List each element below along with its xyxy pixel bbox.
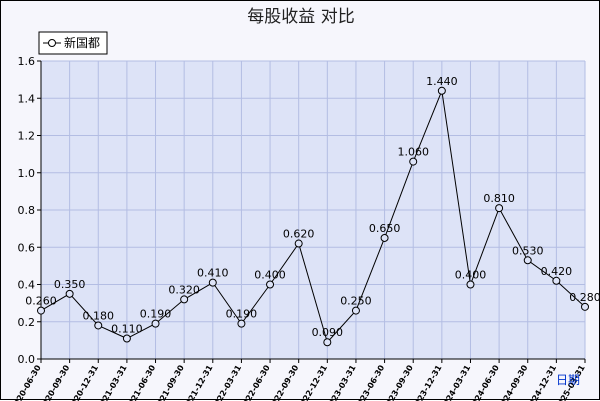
data-label: 0.090 — [312, 326, 344, 339]
data-point — [323, 338, 332, 347]
x-tick-label: 2023-09-30 — [382, 363, 416, 401]
data-label: 0.320 — [168, 283, 200, 296]
x-tick-label: 2023-06-30 — [353, 363, 387, 401]
data-point — [37, 306, 45, 315]
data-label: 1.440 — [426, 75, 458, 88]
x-tick-label: 2024-09-30 — [496, 363, 530, 401]
data-point — [122, 334, 131, 343]
x-tick-label: 2022-03-31 — [210, 363, 244, 401]
data-label: 0.250 — [340, 295, 372, 308]
y-tick-label: 1.0 — [18, 167, 36, 180]
data-label: 0.260 — [25, 295, 57, 308]
data-point — [380, 233, 389, 242]
x-tick-label: 2021-03-31 — [95, 363, 129, 401]
x-tick-label: 2020-12-31 — [67, 363, 101, 401]
chart-title: 每股收益 对比 — [247, 7, 354, 27]
data-point — [409, 157, 418, 166]
data-point — [180, 295, 189, 304]
data-label: 0.410 — [197, 267, 229, 280]
data-label: 0.180 — [83, 309, 115, 322]
data-point — [65, 289, 74, 298]
x-tick-label: 2024-03-31 — [439, 363, 473, 401]
x-tick-label: 2022-12-31 — [296, 363, 330, 401]
y-tick-label: 1.6 — [18, 55, 36, 68]
data-point — [351, 306, 360, 315]
x-tick-label: 2020-09-30 — [38, 363, 72, 401]
y-tick-label: 1.2 — [18, 130, 36, 143]
y-tick-label: 0.8 — [18, 204, 36, 217]
data-point — [523, 256, 532, 265]
y-tick-label: 1.4 — [18, 92, 36, 105]
data-point — [237, 319, 246, 328]
data-label: 0.400 — [254, 269, 286, 282]
data-point — [94, 321, 103, 330]
data-label: 0.420 — [541, 265, 573, 278]
x-tick-label: 2023-12-31 — [410, 363, 444, 401]
data-point — [294, 239, 303, 248]
data-label: 1.060 — [397, 146, 429, 159]
data-point — [495, 204, 504, 213]
data-label: 0.190 — [226, 308, 258, 321]
data-label: 0.190 — [140, 308, 172, 321]
x-tick-label: 2021-06-30 — [124, 363, 158, 401]
data-point — [552, 276, 561, 285]
data-label: 0.110 — [111, 323, 143, 336]
x-tick-label: 2021-12-31 — [181, 363, 215, 401]
x-tick-label: 2023-03-31 — [324, 363, 358, 401]
y-tick-label: 0.2 — [18, 316, 36, 329]
legend-box — [38, 31, 108, 55]
y-tick-label: 0.4 — [18, 279, 36, 292]
data-point — [151, 319, 160, 328]
x-tick-label: 2024-06-30 — [467, 363, 501, 401]
data-label: 0.280 — [569, 291, 600, 304]
data-point — [581, 302, 589, 311]
data-label: 0.400 — [455, 269, 487, 282]
data-point — [208, 278, 217, 287]
data-label: 0.350 — [54, 278, 86, 291]
data-point — [466, 280, 475, 289]
x-tick-label: 2021-09-30 — [153, 363, 187, 401]
x-tick-label: 2022-09-30 — [267, 363, 301, 401]
x-axis-corner-label: 日期 — [556, 373, 580, 387]
x-tick-label: 2024-12-31 — [525, 363, 559, 401]
x-tick-label: 2020-06-30 — [9, 363, 43, 401]
legend-marker — [48, 39, 56, 47]
data-point — [266, 280, 275, 289]
y-tick-label: 0.0 — [18, 353, 36, 366]
legend: 新国都 — [38, 31, 108, 55]
legend-label: 新国都 — [64, 35, 100, 50]
data-label: 0.530 — [512, 244, 544, 257]
data-point — [437, 86, 446, 95]
x-tick-label: 2022-06-30 — [238, 363, 272, 401]
data-label: 0.650 — [369, 222, 401, 235]
y-tick-label: 0.6 — [18, 241, 36, 254]
data-label: 0.810 — [483, 192, 515, 205]
data-label: 0.620 — [283, 228, 315, 241]
series-line — [40, 88, 586, 344]
